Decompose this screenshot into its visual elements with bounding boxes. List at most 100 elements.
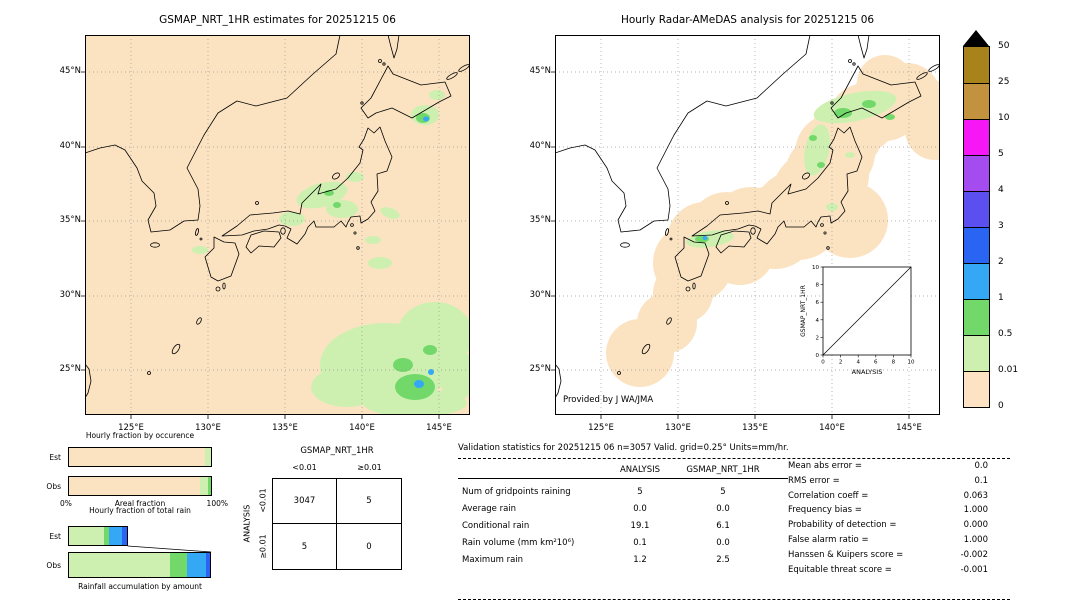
bar-segment-cyan [109, 527, 123, 545]
lat-tick-label: 40°N [529, 141, 551, 151]
bar-segment-palegreen [205, 448, 211, 466]
inset-y-tick-label: 2 [816, 335, 820, 341]
summary-stat-row: False alarm ratio = 1.000 [788, 535, 1010, 548]
lon-tick-label: 125°E [588, 422, 614, 433]
summary-stat-label: Equitable threat score = [788, 564, 892, 575]
lat-tick-label: 25°N [529, 364, 551, 374]
stats-table-rows: Num of gridpoints raining 5 5 Average rain 0… [458, 443, 1010, 608]
contingency-col-axis-title: GSMAP_NRT_1HR [300, 446, 374, 456]
summary-stat-value: 0.0 [974, 461, 988, 471]
contingency-col-header-lt: <0.01 [292, 463, 317, 472]
stat-analysis-value: 5 [637, 487, 643, 497]
lon-tick-label: 140°E [819, 422, 845, 433]
radar-map-panel: Hourly Radar-AMeDAS analysis for 2025121… [530, 14, 940, 432]
colorbar-tick-label: 50 [998, 41, 1010, 51]
stats-col-header-analysis: ANALYSIS [619, 465, 661, 475]
contingency-cell-00: 3047 [273, 479, 337, 524]
total-rain-fraction-chart: Hourly fraction of total rain Est Obs Ra… [40, 506, 235, 601]
colorbar-cell [964, 191, 989, 227]
inset-y-tick-label: 10 [812, 265, 819, 271]
colorbar-tick-label: 4 [998, 185, 1004, 195]
axis-tick-marks [81, 71, 440, 419]
gsmap-rain-shading [192, 90, 470, 415]
contingency-grid: 3047 5 5 0 [272, 478, 402, 570]
axis-title: Areal fraction [114, 499, 166, 508]
bar-segment-green [103, 527, 110, 545]
inset-y-tick-label: 8 [816, 283, 820, 289]
dashed-divider-bottom [458, 599, 1010, 600]
colorbar: 50 25 10 5 4 3 2 1 0.5 0.01 0 [963, 30, 1033, 411]
colorbar-cells [963, 46, 990, 408]
colorbar-tick-label: 25 [998, 77, 1010, 87]
map-frame [85, 35, 470, 415]
colorbar-cell [964, 335, 989, 371]
stat-analysis-value: 0.0 [633, 504, 647, 514]
summary-stat-label: Probability of detection = [788, 520, 897, 531]
inset-x-tick-label: 2 [839, 360, 843, 366]
radar-map: 00 2 2 4 4 6 6 8 8 10 10 ANALYSIS GSMAP_NRT_1HR [551, 35, 940, 419]
radar-map-title: Hourly Radar-AMeDAS analysis for 2025121… [620, 14, 875, 26]
colorbar-tick-label: 0.5 [998, 329, 1013, 339]
colorbar-cell [964, 299, 989, 335]
stat-analysis-value: 0.1 [633, 538, 647, 548]
contingency-cell-11: 0 [366, 541, 372, 552]
summary-stat-row: Correlation coeff = 0.063 [788, 491, 1010, 504]
summary-stat-row: Hanssen & Kuipers score = -0.002 [788, 550, 1010, 563]
lon-tick-label: 135°E [272, 422, 298, 433]
stat-gsmap-value: 0.0 [716, 504, 730, 514]
stat-gsmap-value: 5 [720, 487, 726, 497]
bar-segment-green [169, 553, 188, 577]
total-rain-chart-title: Hourly fraction of total rain [89, 506, 191, 515]
summary-stat-label: Correlation coeff = [788, 490, 869, 501]
obs-occurrence-bar [68, 476, 212, 496]
summary-stat-label: RMS error = [788, 475, 840, 486]
stat-row-label: Conditional rain [462, 521, 530, 531]
stats-table-row: Conditional rain 19.1 6.1 [458, 521, 788, 535]
summary-stat-value: 0.000 [963, 520, 988, 531]
contingency-row-header-lt: <0.01 [258, 488, 268, 513]
colorbar-cell [964, 371, 989, 407]
stats-table-row: Average rain 0.0 0.0 [458, 504, 788, 518]
areal-fraction-axis: 0% Areal fraction 100% [60, 499, 228, 511]
summary-stat-row: Mean abs error = 0.0 [788, 461, 1010, 474]
contingency-col-header-ge: ≥0.01 [357, 463, 382, 472]
bar-segment-green [208, 477, 211, 495]
bar-segment-peach [69, 477, 200, 495]
bar-segment-blue [205, 553, 211, 577]
est-total-rain-bar [68, 526, 128, 546]
inset-x-tick-label: 6 [874, 360, 878, 366]
stats-table-row: Rain volume (mm km²10⁶) 0.1 0.0 [458, 538, 788, 552]
inset-x-tick-label: 10 [908, 360, 915, 366]
lat-tick-label: 45°N [529, 66, 551, 76]
colorbar-cell [964, 47, 989, 83]
occurrence-fraction-chart: Hourly fraction by occurence Est Obs 0% … [40, 431, 235, 511]
bar-segment-peach [69, 448, 206, 466]
colorbar-tick-label: 5 [998, 149, 1004, 159]
axis-tick-marks [551, 71, 910, 419]
stat-row-label: Rain volume (mm km²10⁶) [462, 538, 575, 548]
inset-diagonal-line [822, 266, 912, 356]
colorbar-cell [964, 155, 989, 191]
inset-y-tick-label: 4 [816, 318, 820, 324]
occurrence-chart-title: Hourly fraction by occurence [85, 431, 195, 440]
colorbar-tick-label: 0 [998, 401, 1004, 411]
contingency-cell-10: 5 [273, 524, 337, 569]
est-occurrence-bar [68, 447, 212, 467]
stats-table-row: Num of gridpoints raining 5 5 [458, 487, 788, 501]
bar-segment-palegreen [69, 553, 170, 577]
stat-analysis-value: 1.2 [633, 555, 647, 565]
est-row-label: Est [49, 453, 61, 462]
inset-ticks: 00 2 2 4 4 6 6 8 8 10 10 [812, 265, 915, 366]
gsmap-map-field [85, 35, 470, 415]
summary-stat-label: Frequency bias = [788, 505, 862, 516]
gsmap-map [81, 35, 470, 419]
obs-row-label: Obs [46, 482, 61, 491]
map-frame [555, 35, 940, 415]
summary-stat-label: Hanssen & Kuipers score = [788, 549, 904, 560]
colorbar-tick-label: 1 [998, 293, 1004, 303]
obs-row-label: Obs [46, 561, 61, 570]
colorbar-cell [964, 83, 989, 119]
lat-tick-label: 30°N [529, 290, 551, 300]
lon-tick-label: 130°E [195, 422, 221, 433]
